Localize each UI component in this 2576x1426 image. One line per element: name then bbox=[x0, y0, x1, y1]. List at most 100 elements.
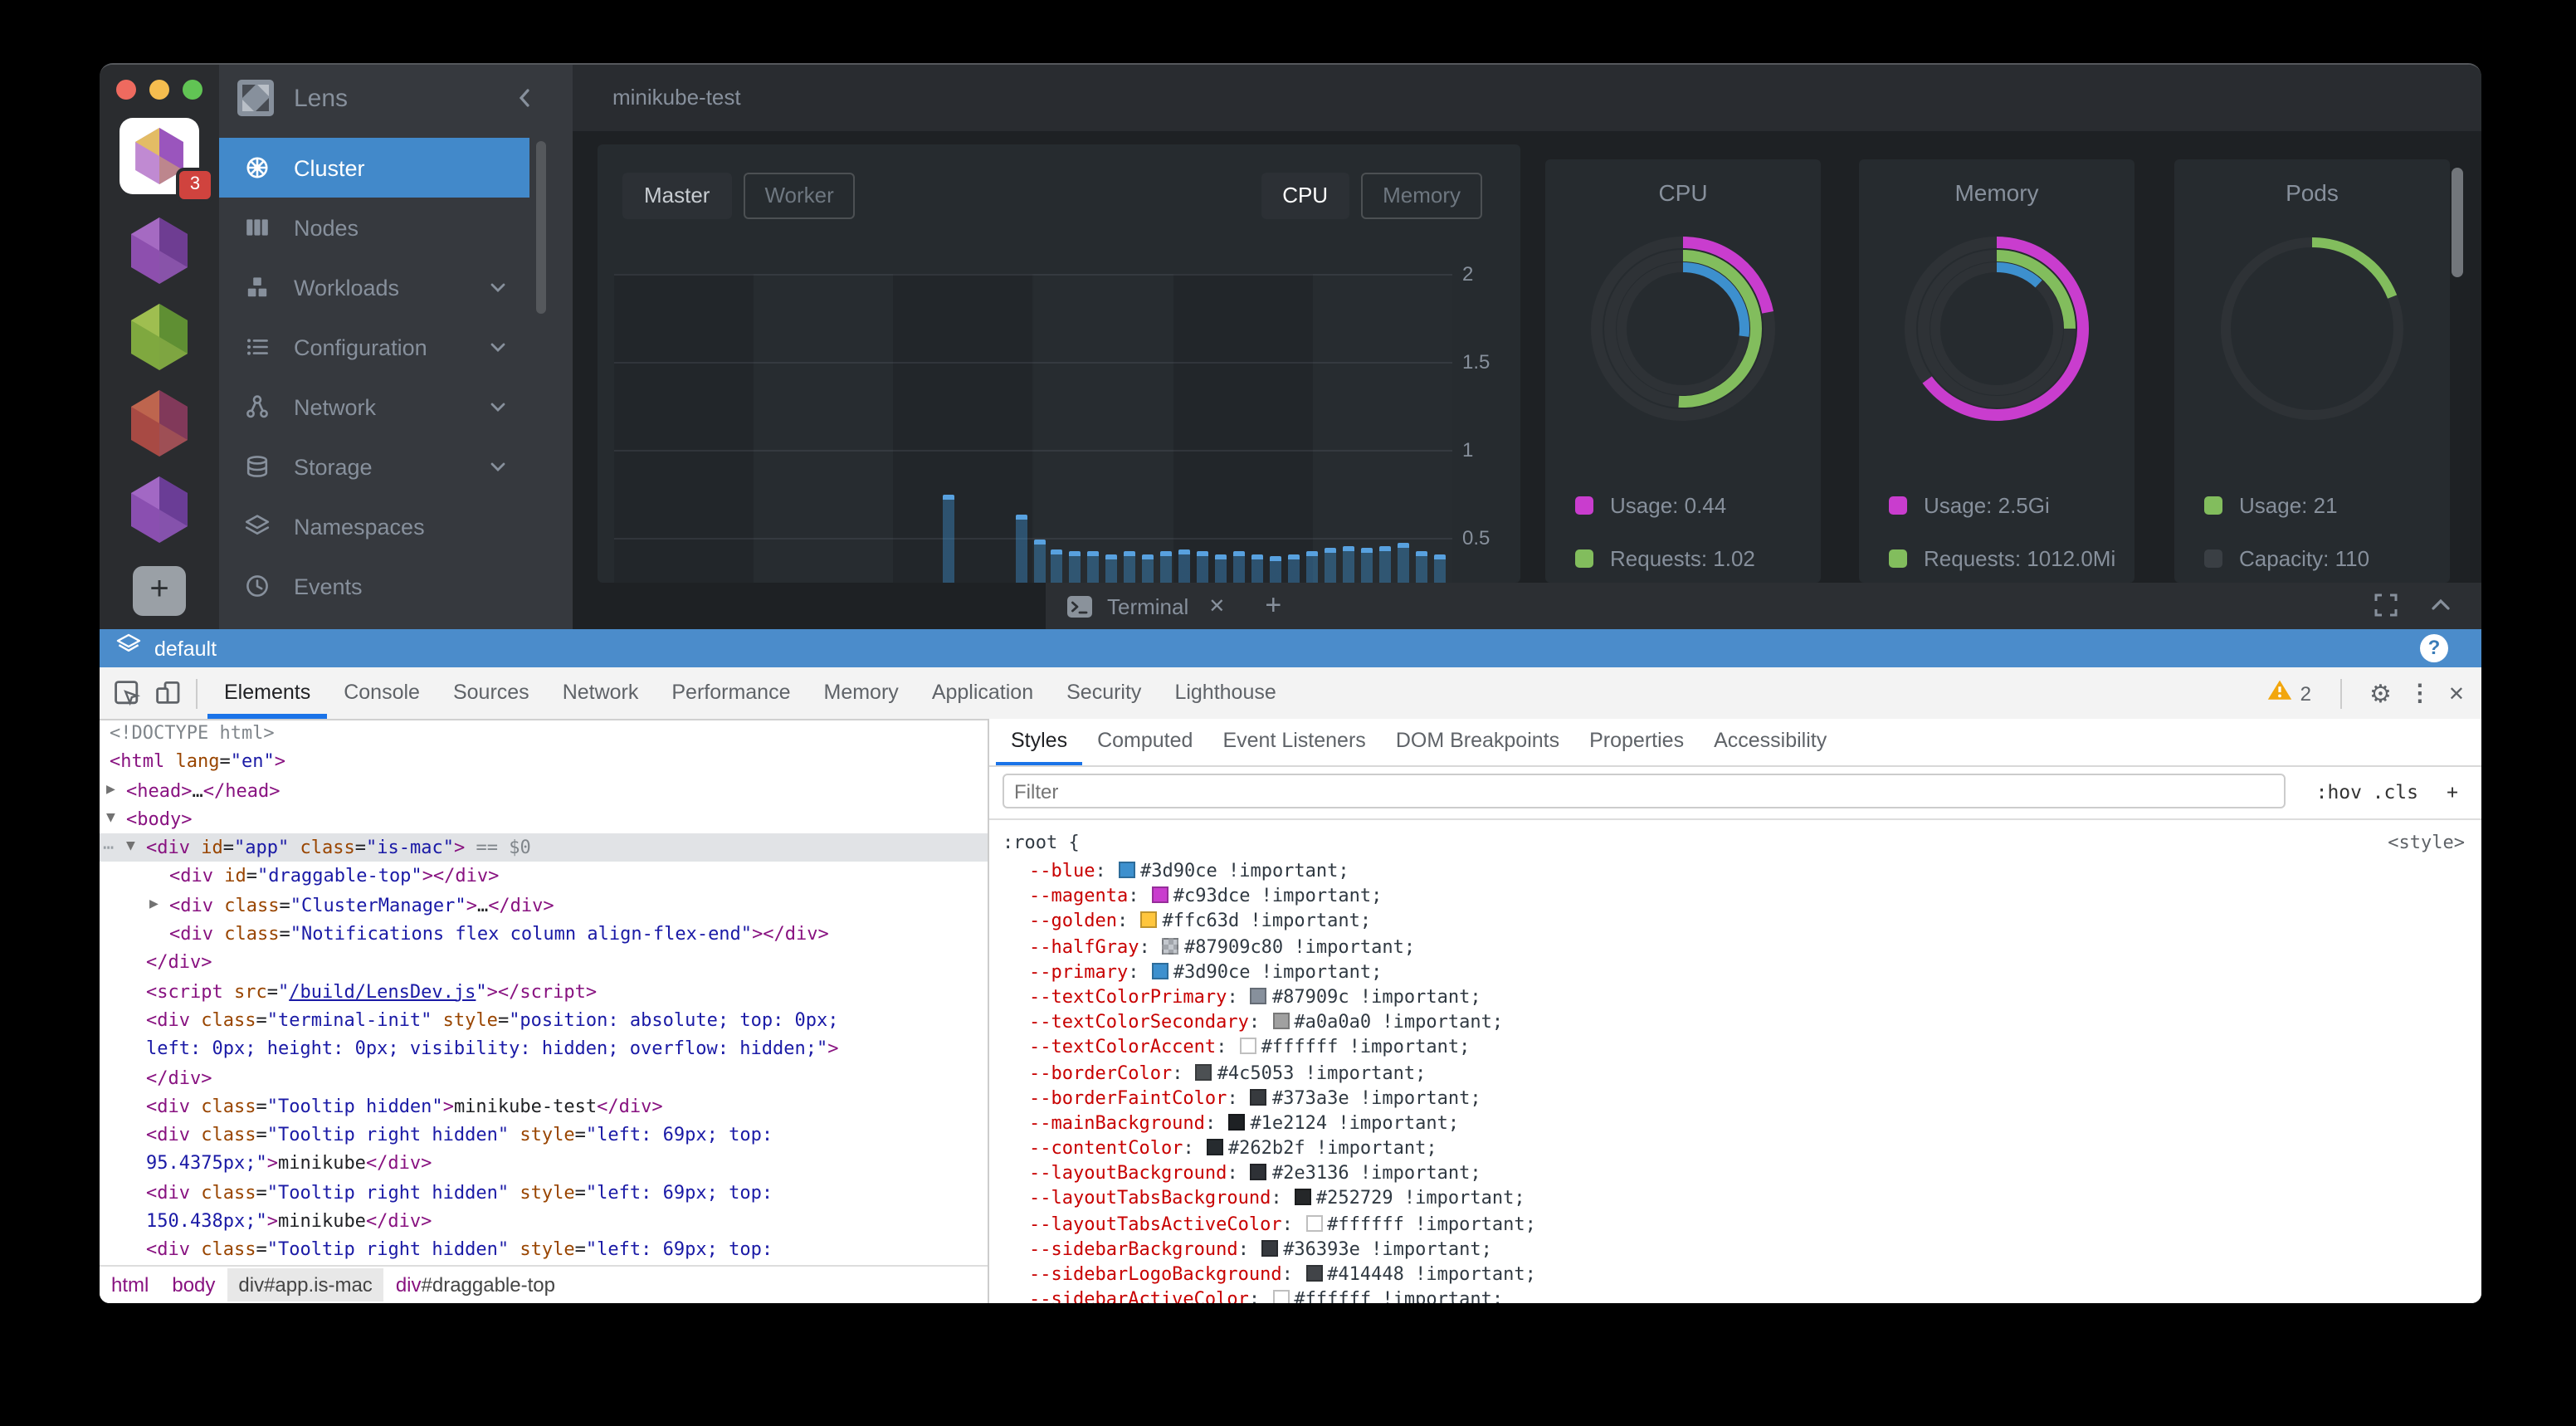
color-swatch[interactable] bbox=[1195, 1063, 1212, 1080]
sidebar-item-namespaces[interactable]: Namespaces bbox=[219, 496, 529, 556]
zoom-window-button[interactable] bbox=[183, 80, 202, 100]
code-line[interactable]: </div> bbox=[146, 951, 212, 974]
code-line[interactable]: <div class="Tooltip right hidden" style=… bbox=[146, 1124, 773, 1146]
styles-tab-computed[interactable]: Computed bbox=[1097, 729, 1193, 752]
code-line[interactable]: <div class="terminal-init" style="positi… bbox=[146, 1008, 839, 1031]
color-swatch[interactable] bbox=[1305, 1265, 1323, 1282]
metric-tab-cpu[interactable]: CPU bbox=[1261, 173, 1350, 219]
disclosure-triangle-icon[interactable]: ▶ bbox=[106, 781, 115, 798]
chevron-down-icon[interactable] bbox=[486, 335, 510, 364]
disclosure-triangle-icon[interactable]: ▼ bbox=[106, 809, 115, 827]
code-line[interactable]: <div class="Tooltip right hidden" style=… bbox=[146, 1181, 773, 1204]
rule-origin-link[interactable]: <style> bbox=[2388, 832, 2465, 853]
css-var-declaration[interactable]: --blue: #3d90ce !important; bbox=[1029, 860, 1349, 881]
css-var-declaration[interactable]: --halfGray: #87909c80 !important; bbox=[1029, 935, 1416, 958]
css-var-declaration[interactable]: --mainBackground: #1e2124 !important; bbox=[1029, 1111, 1460, 1134]
styles-tab-dom-breakpoints[interactable]: DOM Breakpoints bbox=[1395, 729, 1560, 752]
cluster-icon[interactable] bbox=[123, 475, 196, 545]
css-var-declaration[interactable]: --layoutBackground: #2e3136 !important; bbox=[1029, 1162, 1481, 1184]
color-swatch[interactable] bbox=[1239, 1038, 1256, 1055]
styles-tab-accessibility[interactable]: Accessibility bbox=[1714, 729, 1827, 752]
color-swatch[interactable] bbox=[1151, 886, 1168, 904]
new-style-rule-button[interactable]: + bbox=[2447, 780, 2458, 803]
disclosure-triangle-icon[interactable]: ▶ bbox=[149, 896, 159, 913]
breadcrumb-item[interactable]: html bbox=[111, 1273, 149, 1297]
code-line[interactable]: ▶ <head>…</head> bbox=[100, 776, 988, 805]
fullscreen-icon[interactable] bbox=[2372, 591, 2400, 628]
sidebar-item-events[interactable]: Events bbox=[219, 556, 529, 616]
color-swatch[interactable] bbox=[1294, 1189, 1311, 1206]
metric-tab-memory[interactable]: Memory bbox=[1361, 173, 1482, 219]
cluster-icon-active[interactable]: 3 bbox=[120, 118, 214, 203]
cluster-icon[interactable] bbox=[123, 388, 196, 458]
terminal-close-icon[interactable]: ✕ bbox=[1208, 594, 1226, 618]
color-swatch[interactable] bbox=[1272, 1013, 1290, 1030]
node-tab-master[interactable]: Master bbox=[622, 173, 732, 219]
sidebar-item-cluster[interactable]: Cluster bbox=[219, 138, 529, 198]
color-swatch[interactable] bbox=[1250, 1164, 1267, 1181]
tab-security[interactable]: Security bbox=[1066, 681, 1142, 704]
chevron-down-icon[interactable] bbox=[486, 455, 510, 483]
content-scrollbar[interactable] bbox=[2452, 168, 2463, 277]
css-var-declaration[interactable]: --borderFaintColor: #373a3e !important; bbox=[1029, 1087, 1481, 1109]
code-line[interactable]: <html lang="en"> bbox=[110, 750, 285, 773]
code-line[interactable]: ▼ <body> bbox=[100, 805, 988, 834]
css-var-declaration[interactable]: --layoutTabsActiveColor: #ffffff !import… bbox=[1029, 1213, 1536, 1235]
sidebar-collapse-button[interactable] bbox=[513, 85, 536, 120]
chevron-down-icon[interactable] bbox=[486, 276, 510, 304]
color-swatch[interactable] bbox=[1151, 962, 1168, 979]
chevron-down-icon[interactable] bbox=[486, 395, 510, 423]
namespace-label[interactable]: default bbox=[154, 637, 217, 660]
color-swatch[interactable] bbox=[1250, 987, 1267, 1004]
help-button[interactable]: ? bbox=[2420, 634, 2448, 662]
code-line[interactable]: ▶ <div class="ClusterManager">…</div> bbox=[100, 891, 988, 921]
tab-network[interactable]: Network bbox=[562, 681, 639, 704]
code-line[interactable]: <div id="draggable-top"></div> bbox=[169, 865, 500, 887]
code-line[interactable]: 150.438px;">minikube</div> bbox=[146, 1210, 432, 1233]
sidebar-item-network[interactable]: Network bbox=[219, 377, 529, 437]
code-line[interactable]: ⋯ ▼ <div id="app" class="is-mac"> == $0 bbox=[100, 833, 988, 862]
css-var-declaration[interactable]: --primary: #3d90ce !important; bbox=[1029, 960, 1383, 983]
sidebar-item-workloads[interactable]: Workloads bbox=[219, 257, 529, 317]
add-cluster-button[interactable]: + bbox=[133, 566, 186, 616]
css-var-declaration[interactable]: --sidebarActiveColor: #ffffff !important… bbox=[989, 1287, 2481, 1303]
disclosure-triangle-icon[interactable]: ▼ bbox=[126, 838, 135, 856]
breadcrumb-item[interactable]: div#draggable-top bbox=[395, 1273, 555, 1297]
rule-selector[interactable]: :root { bbox=[1003, 832, 1080, 853]
code-line[interactable]: </div> bbox=[146, 1067, 212, 1089]
css-var-declaration[interactable]: --textColorAccent: #ffffff !important; bbox=[1029, 1036, 1471, 1058]
breadcrumb-item[interactable]: body bbox=[172, 1273, 216, 1297]
color-swatch[interactable] bbox=[1140, 911, 1158, 929]
settings-gear-icon[interactable]: ⚙ bbox=[2369, 680, 2392, 708]
cluster-icon[interactable] bbox=[123, 302, 196, 372]
styles-tab-properties[interactable]: Properties bbox=[1589, 729, 1685, 752]
css-var-declaration[interactable]: --contentColor: #262b2f !important; bbox=[1029, 1137, 1437, 1160]
node-tab-worker[interactable]: Worker bbox=[743, 173, 856, 219]
cluster-icon[interactable] bbox=[123, 216, 196, 286]
sidebar-item-nodes[interactable]: Nodes bbox=[219, 198, 529, 257]
css-var-declaration[interactable]: --textColorSecondary: #a0a0a0 !important… bbox=[1029, 1011, 1504, 1033]
code-line[interactable]: <div class="Tooltip right hidden" style=… bbox=[146, 1238, 773, 1261]
code-line[interactable]: <!DOCTYPE html> bbox=[110, 722, 275, 744]
terminal-tab[interactable]: Terminal bbox=[1107, 593, 1189, 618]
chevron-up-icon[interactable] bbox=[2427, 591, 2455, 628]
inspect-element-icon[interactable] bbox=[113, 679, 141, 707]
styles-tab-event-listeners[interactable]: Event Listeners bbox=[1222, 729, 1366, 752]
color-swatch[interactable] bbox=[1119, 862, 1135, 878]
tab-performance[interactable]: Performance bbox=[671, 681, 791, 704]
color-swatch[interactable] bbox=[1250, 1088, 1267, 1106]
css-var-declaration[interactable]: --golden: #ffc63d !important; bbox=[1029, 910, 1372, 932]
tab-elements[interactable]: Elements bbox=[207, 667, 328, 719]
css-var-declaration[interactable]: --sidebarLogoBackground: #414448 !import… bbox=[1029, 1263, 1536, 1285]
terminal-add-icon[interactable]: + bbox=[1265, 589, 1282, 621]
color-swatch[interactable] bbox=[1261, 1239, 1279, 1257]
styles-filter-input[interactable] bbox=[1003, 774, 2286, 808]
css-var-declaration[interactable]: --borderColor: #4c5053 !important; bbox=[1029, 1062, 1427, 1083]
css-var-declaration[interactable]: --textColorPrimary: #87909c !important; bbox=[1029, 985, 1481, 1008]
code-line[interactable]: <div class="Tooltip hidden">minikube-tes… bbox=[146, 1095, 663, 1117]
color-swatch[interactable] bbox=[1305, 1214, 1323, 1232]
tab-lighthouse[interactable]: Lighthouse bbox=[1174, 681, 1276, 704]
devtools-close-icon[interactable]: ✕ bbox=[2447, 681, 2465, 705]
css-var-declaration[interactable]: --layoutTabsBackground: #252729 !importa… bbox=[1029, 1187, 1525, 1209]
toggle-class-button[interactable]: .cls bbox=[2372, 780, 2418, 803]
